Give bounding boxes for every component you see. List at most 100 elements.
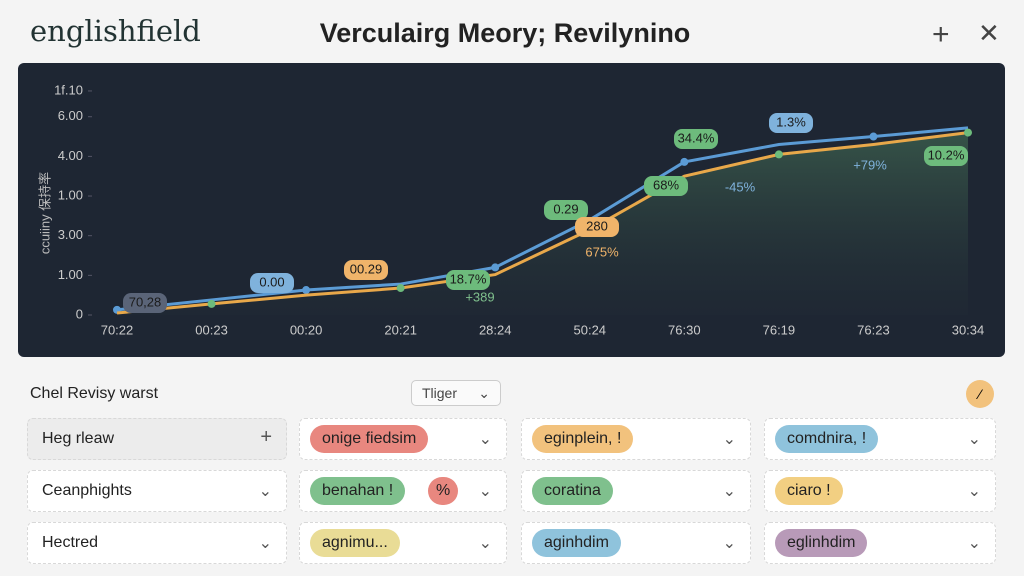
x-tick-label: 30:34 xyxy=(952,322,985,337)
tag: onige fiedsim xyxy=(310,425,429,453)
annotation: 10.2% xyxy=(928,147,965,162)
point xyxy=(964,128,972,137)
y-axis-label: ccuiiny 保持率 xyxy=(37,172,52,254)
annotation: 0.29 xyxy=(553,201,578,216)
filter-dropdown[interactable]: Tliger ⌄ xyxy=(411,380,501,406)
x-tick-label: 76:23 xyxy=(857,322,890,337)
x-tick-label: 76:30 xyxy=(668,322,701,337)
y-tick-label: 0 xyxy=(76,306,83,321)
add-button[interactable]: + xyxy=(932,18,950,51)
row-icon: ⌄ xyxy=(258,483,272,500)
line xyxy=(116,126,969,312)
chevron: ⌄ xyxy=(722,483,736,500)
y-tick-label: 1.00 xyxy=(58,187,83,202)
action-icon[interactable]: ⁄ xyxy=(966,380,994,408)
annotation-bubble xyxy=(123,293,167,313)
tag: eglinhdim xyxy=(775,529,868,557)
x-tick-label: 00:23 xyxy=(195,322,228,337)
y-tick-label: 3.00 xyxy=(58,227,83,242)
point xyxy=(207,299,216,308)
chart: ccuiiny 保持率 0 1.00 3.00 1.00 4.00 6.00 1f.10 70… xyxy=(18,63,1005,357)
chevron: ⌄ xyxy=(478,483,492,500)
filter-value: Tliger xyxy=(422,385,458,401)
point xyxy=(680,157,689,166)
row-icon: + xyxy=(260,426,272,448)
tag: coratina xyxy=(532,477,613,505)
brand: englishfield xyxy=(30,14,201,48)
tag-cell[interactable]: benahan !% ⌄ xyxy=(299,470,507,512)
annotation-bubble xyxy=(250,273,294,293)
chevron: ⌄ xyxy=(967,535,981,552)
y-tick-label: 4.00 xyxy=(58,148,83,163)
chevron: ⌄ xyxy=(967,483,981,500)
annotation: +79% xyxy=(853,157,887,172)
tag-cell[interactable]: coratina ⌄ xyxy=(521,470,751,512)
annotation: 280 xyxy=(586,218,608,233)
annotation: 34.4% xyxy=(678,130,715,145)
annotation-bubble xyxy=(446,270,490,290)
point xyxy=(302,286,311,295)
line xyxy=(116,131,969,315)
x-tick-label: 70:22 xyxy=(101,322,134,337)
point xyxy=(396,284,405,293)
annotation: 00.29 xyxy=(350,261,383,276)
row-label: Ceanphights xyxy=(42,482,132,499)
point xyxy=(869,132,878,141)
tag: aginhdim xyxy=(532,529,621,557)
y-tick-label: 1f.10 xyxy=(54,82,83,97)
annotation: 675% xyxy=(585,244,619,259)
row-label-cell[interactable]: Hectred ⌄ xyxy=(27,522,287,564)
chevron: ⌄ xyxy=(722,535,736,552)
x-tick-label: 00:20 xyxy=(290,322,323,337)
tag-cell[interactable]: eginplein, ! ⌄ xyxy=(521,418,751,460)
annotation: -45% xyxy=(725,179,756,194)
annotation-bubble xyxy=(769,113,813,133)
x-tick-label: 20:21 xyxy=(384,322,417,337)
tag: eginplein, ! xyxy=(532,425,634,453)
area xyxy=(117,132,968,315)
tag-cell[interactable]: ciaro ! ⌄ xyxy=(764,470,996,512)
annotation: 68% xyxy=(653,177,679,192)
annotation-bubble xyxy=(924,146,968,166)
tag-cell[interactable]: eglinhdim ⌄ xyxy=(764,522,996,564)
tag-cell[interactable]: aginhdim ⌄ xyxy=(521,522,751,564)
annotation-bubble xyxy=(644,176,688,196)
annotation-bubble xyxy=(544,200,588,220)
tag-cell[interactable]: agnimu... ⌄ xyxy=(299,522,507,564)
row-label-cell[interactable]: Ceanphights ⌄ xyxy=(27,470,287,512)
annotation: 70,28 xyxy=(129,294,162,309)
point xyxy=(774,150,783,159)
point xyxy=(491,263,500,272)
panel-title: Chel Revisy warst xyxy=(30,385,159,402)
annotation: 1.3% xyxy=(776,114,806,129)
tag-extra: % xyxy=(428,477,459,505)
tag-cell[interactable]: onige fiedsim ⌄ xyxy=(299,418,507,460)
close-button[interactable]: ✕ xyxy=(978,18,1000,48)
chevron: ⌄ xyxy=(967,431,981,448)
row-label: Heg rleaw xyxy=(42,430,115,447)
tag: agnimu... xyxy=(310,529,400,557)
annotation: +389 xyxy=(465,289,494,304)
chevron: ⌄ xyxy=(722,431,736,448)
x-tick-label: 50:24 xyxy=(574,322,607,337)
row-icon: ⌄ xyxy=(258,535,272,552)
x-tick-label: 76:19 xyxy=(763,322,796,337)
tag: ciaro ! xyxy=(775,477,843,505)
tag-cell[interactable]: comdnira, ! ⌄ xyxy=(764,418,996,460)
chevron: ⌄ xyxy=(478,431,492,448)
annotation-bubble xyxy=(575,217,619,237)
annotation-bubble xyxy=(344,260,388,280)
tag: benahan ! xyxy=(310,477,406,505)
x-tick-label: 28:24 xyxy=(479,322,512,337)
chevron: ⌄ xyxy=(478,535,492,552)
annotation-bubble xyxy=(674,129,718,149)
annotation: 18.7% xyxy=(450,271,487,286)
row-label-cell[interactable]: Heg rleaw + xyxy=(27,418,287,460)
annotation: 0.00 xyxy=(259,274,284,289)
y-tick-label: 1.00 xyxy=(58,267,83,282)
tag: comdnira, ! xyxy=(775,425,879,453)
title: Verculairg Meory; Revilynino xyxy=(319,18,691,48)
y-tick-label: 6.00 xyxy=(58,108,83,123)
row-label: Hectred xyxy=(42,534,99,551)
